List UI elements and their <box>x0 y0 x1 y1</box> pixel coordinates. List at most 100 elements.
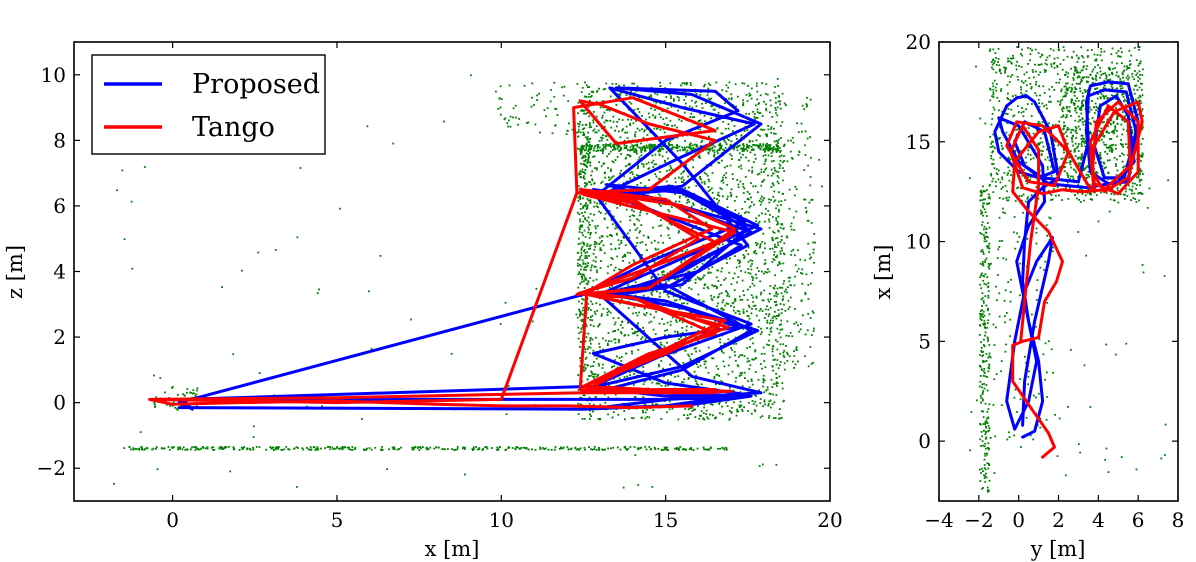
cloud-point <box>685 146 688 148</box>
cloud-point <box>790 150 792 153</box>
cloud-point <box>789 296 792 299</box>
cloud-point <box>699 156 701 159</box>
cloud-point <box>587 308 589 311</box>
cloud-point <box>628 236 631 239</box>
cloud-point <box>592 349 595 352</box>
cloud-point <box>130 448 132 451</box>
cloud-point <box>583 243 585 246</box>
cloud-point <box>585 123 588 126</box>
cloud-point <box>634 135 637 138</box>
cloud-point <box>412 446 415 449</box>
cloud-point <box>645 312 648 314</box>
cloud-point <box>774 86 777 88</box>
cloud-point <box>616 255 619 258</box>
cloud-point <box>579 346 581 348</box>
cloud-point <box>775 151 778 153</box>
cloud-point <box>1111 188 1114 190</box>
cloud-point <box>1000 88 1003 90</box>
cloud-point <box>620 324 622 326</box>
cloud-point <box>718 194 721 197</box>
cloud-point <box>1059 166 1061 168</box>
cloud-point <box>725 302 728 305</box>
cloud-point <box>676 145 679 148</box>
cloud-point <box>616 366 619 369</box>
cloud-point <box>756 111 759 113</box>
cloud-point <box>1131 182 1134 185</box>
cloud-point <box>726 206 729 209</box>
cloud-point <box>1000 90 1002 92</box>
cloud-point <box>1111 94 1113 97</box>
cloud-point <box>580 152 583 154</box>
cloud-point <box>687 280 690 283</box>
cloud-point <box>578 213 581 216</box>
cloud-point <box>738 259 741 262</box>
cloud-point <box>1006 190 1008 193</box>
cloud-point <box>586 143 589 146</box>
cloud-point <box>514 447 517 450</box>
cloud-point <box>664 161 666 163</box>
cloud-point <box>626 137 629 139</box>
cloud-point <box>727 303 730 305</box>
cloud-point <box>1127 78 1129 81</box>
cloud-point <box>781 328 784 331</box>
cloud-point <box>631 171 633 173</box>
cloud-point <box>805 207 807 209</box>
cloud-point <box>993 79 996 82</box>
cloud-point <box>773 148 776 150</box>
cloud-point <box>579 197 582 200</box>
cloud-point <box>800 272 802 274</box>
cloud-point <box>697 156 700 158</box>
cloud-point <box>177 446 180 449</box>
cloud-point <box>143 448 146 451</box>
cloud-point <box>571 128 574 131</box>
cloud-point <box>584 182 586 184</box>
cloud-point <box>707 287 710 290</box>
cloud-point <box>745 211 748 213</box>
cloud-point <box>748 193 751 195</box>
cloud-point <box>1027 176 1029 178</box>
cloud-point <box>726 137 729 140</box>
cloud-point <box>581 241 584 244</box>
cloud-point <box>433 447 436 450</box>
cloud-point <box>996 137 999 139</box>
cloud-point <box>731 370 734 373</box>
cloud-point <box>1081 117 1084 119</box>
y-axis-label: z [m] <box>3 245 27 299</box>
cloud-point <box>806 104 808 107</box>
cloud-point <box>709 447 712 449</box>
cloud-point <box>602 449 605 451</box>
cloud-point <box>1011 62 1013 65</box>
cloud-point <box>768 313 771 315</box>
cloud-point <box>583 204 586 207</box>
cloud-point <box>578 148 581 151</box>
cloud-point <box>583 175 585 177</box>
cloud-point <box>1052 49 1055 52</box>
cloud-point <box>764 247 766 250</box>
cloud-point <box>193 446 195 448</box>
cloud-point <box>798 151 801 154</box>
cloud-point <box>670 374 672 376</box>
cloud-point <box>588 402 591 405</box>
cloud-point <box>766 343 768 346</box>
cloud-point <box>587 280 590 282</box>
cloud-point <box>1098 129 1100 132</box>
cloud-point <box>720 180 723 182</box>
cloud-point <box>774 199 777 202</box>
cloud-point <box>776 348 779 351</box>
cloud-point <box>730 283 733 286</box>
cloud-point <box>631 144 634 147</box>
cloud-point <box>690 205 693 208</box>
cloud-point <box>588 156 590 159</box>
cloud-point <box>611 366 613 369</box>
cloud-point <box>296 236 299 239</box>
cloud-point <box>990 174 993 177</box>
cloud-point <box>782 295 785 298</box>
cloud-point <box>688 448 691 451</box>
cloud-point <box>601 240 603 242</box>
x-tick-label: 20 <box>817 508 842 532</box>
cloud-point <box>769 399 772 402</box>
cloud-point <box>1029 179 1031 181</box>
cloud-point <box>781 387 784 390</box>
cloud-point <box>710 164 713 167</box>
cloud-point <box>991 61 993 63</box>
